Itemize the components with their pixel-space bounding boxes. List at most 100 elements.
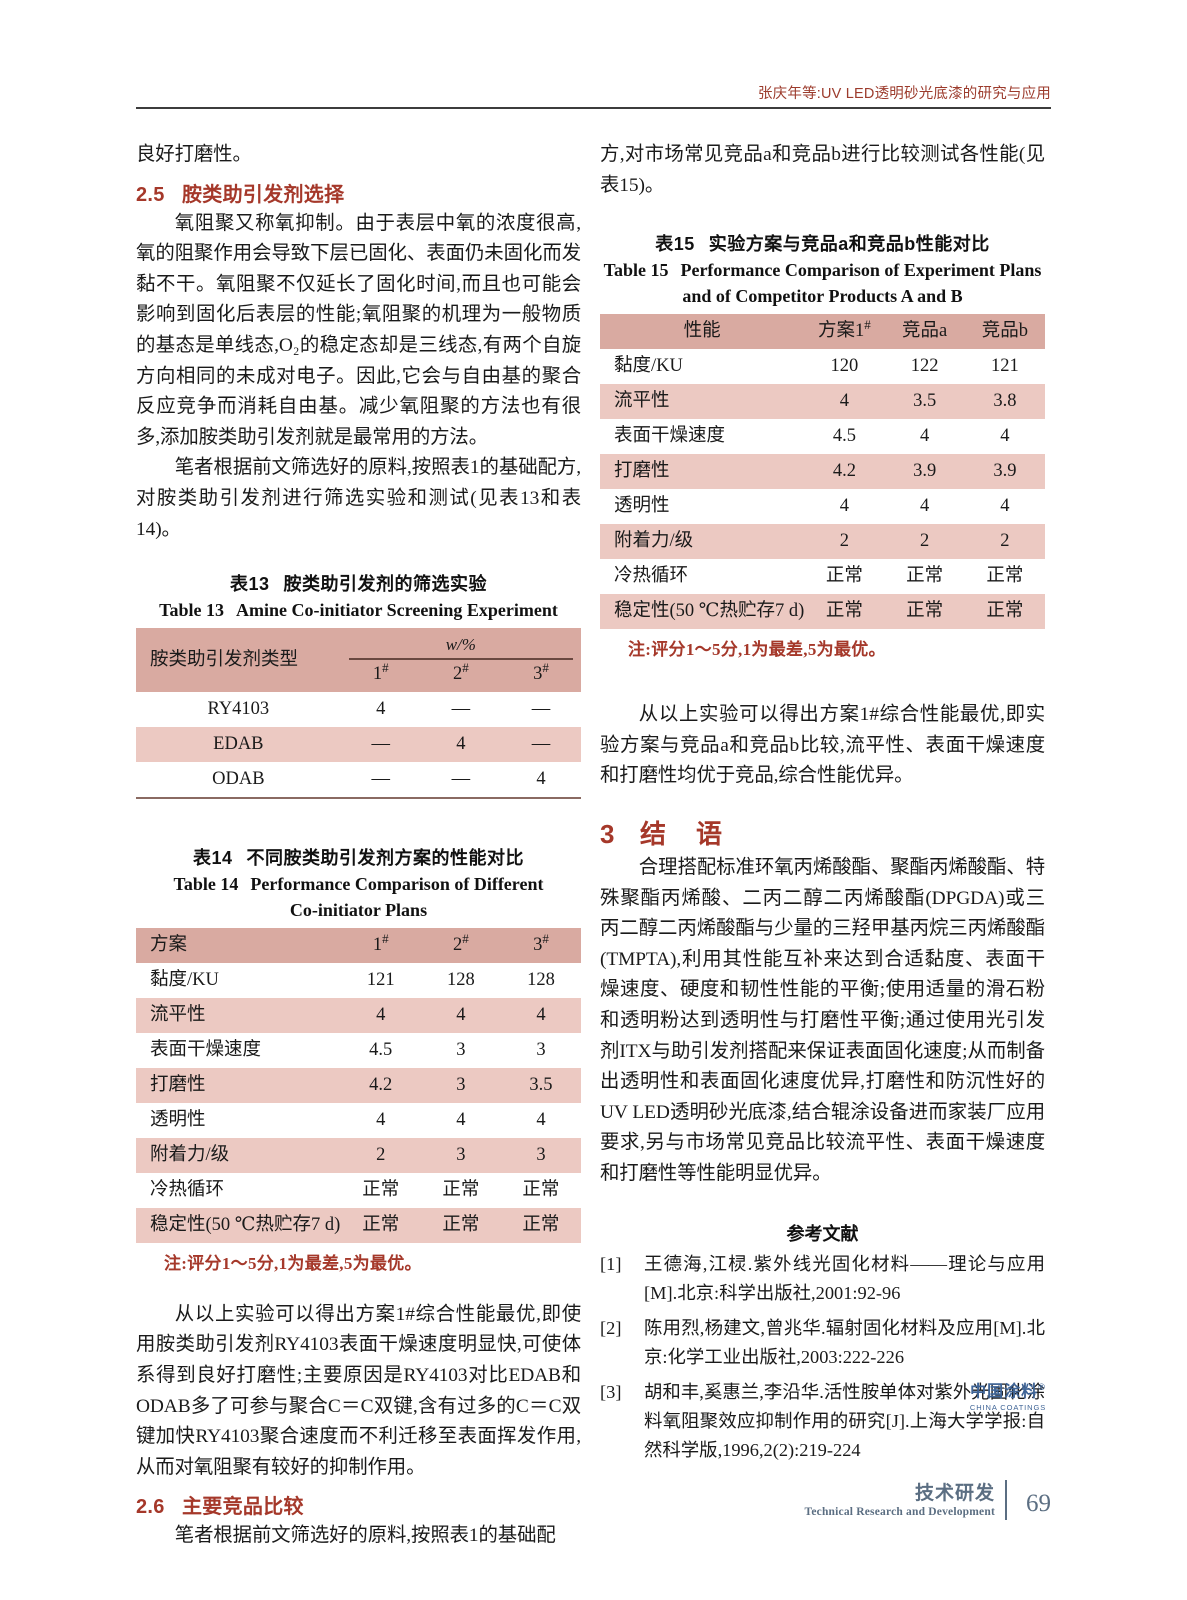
table-14-cell-value: 4 [536, 1109, 546, 1130]
table-14-cell-value: 128 [527, 969, 555, 990]
table-13-cell-value: 4 [420, 727, 501, 763]
table-15-cell-value: 正常 [804, 594, 885, 630]
table-row: 表面干燥速度 4.5 4 4 [600, 419, 1045, 454]
table-14-cell-value: 正常 [442, 1179, 480, 1200]
table-row: 流平性 4 4 4 [136, 997, 581, 1033]
table-15-cell-label: 冷热循环 [614, 566, 689, 587]
table-13-block: 表13 胺类助引发剂的筛选实验 Table 13 Amine Co-initiato… [136, 571, 581, 799]
table-14-caption-en-lead: Table 14 [173, 873, 239, 894]
right-column: 方,对市场常见竞品a和竞品b进行比较测试各性能(见表15)。 表15 实验方案与竞… [600, 140, 1045, 1471]
table-15-caption-en-line1: Table 15 Performance Comparison of Experi… [600, 257, 1045, 283]
table-13-subheader-1: 1# [340, 660, 421, 693]
table-14-header-row: 方案 1# 2# 3# [136, 927, 581, 963]
paragraph-2-5-3: 从以上实验可以得出方案1#综合性能最优,即使用胺类助引发剂RY4103表面干燥速… [136, 1303, 581, 1478]
table-15-cell-label: 透明性 [614, 496, 670, 517]
section-title: 主要竞品比较 [182, 1496, 304, 1519]
table-14-cell-value: 4 [376, 1109, 386, 1130]
list-item: [3] 胡和丰,奚惠兰,李沿华.活性胺单体对紫外光固化涂料氧阻聚效应抑制作用的研究… [600, 1378, 1045, 1465]
table-row: 冷热循环 正常 正常 正常 [600, 559, 1045, 594]
table-15-cell-value: 4 [804, 384, 885, 420]
table-15: 性能 方案1# 竞品a 竞品b 黏度/KU 120 122 121 流平性 4 [600, 314, 1045, 630]
reference-text: 胡和丰,奚惠兰,李沿华.活性胺单体对紫外光固化涂料氧阻聚效应抑制作用的研究[J]… [644, 1381, 1045, 1460]
table-14-cell-label: 表面干燥速度 [150, 1039, 262, 1060]
table-13-cell-value: — [451, 769, 471, 790]
table-14-cell-value: 4.5 [369, 1039, 393, 1060]
table-13-caption-en-text: Amine Co-initiator Screening Experiment [236, 600, 558, 621]
table-15-cell-value: 3.9 [964, 454, 1045, 490]
table-15-cell-label: 黏度/KU [614, 356, 683, 377]
table-row: 透明性 4 4 4 [600, 489, 1045, 524]
paragraph-conclusion: 合理搭配标准环氧丙烯酸酯、聚酯丙烯酸酯、特殊聚酯丙烯酸、二丙二醇二丙烯酸酯(DP… [600, 856, 1045, 1184]
table-15-header-col-2: 竞品a [884, 314, 965, 350]
table-14-cell-label: 打磨性 [136, 1067, 341, 1103]
table-13-cell-value: — [340, 727, 421, 763]
table-13-bottom-rule [136, 797, 581, 799]
table-15-cell-label: 附着力/级 [600, 524, 805, 560]
table-13-subheader-2: 2# [420, 660, 501, 693]
table-14-caption-cn-text: 不同胺类助引发剂方案的性能对比 [246, 847, 525, 868]
section-title: 结 语 [640, 818, 725, 849]
table-13-caption-cn-text: 胺类助引发剂的筛选实验 [283, 574, 488, 595]
table-14-cell-value: 2 [340, 1137, 421, 1173]
table-14-caption-cn: 表14 不同胺类助引发剂方案的性能对比 [136, 845, 581, 871]
table-13-cell-value: 4 [376, 699, 386, 720]
table-15-header-label: 性能 [600, 314, 805, 350]
table-15-cell-value: 2 [884, 524, 965, 560]
table-14-block: 表14 不同胺类助引发剂方案的性能对比 Table 14 Performance C… [136, 845, 581, 1274]
table-14-cell-label: 透明性 [150, 1109, 206, 1130]
section-title: 胺类助引发剂选择 [182, 183, 345, 206]
table-14-header-col-2: 2# [420, 927, 501, 963]
table-15-caption-cn-text: 实验方案与竞品a和竞品b性能对比 [708, 234, 990, 255]
table-row: 黏度/KU 120 122 121 [600, 349, 1045, 384]
reference-text: 王德海,江棂.紫外线光固化材料——理论与应用[M].北京:科学出版社,2001:… [644, 1253, 1045, 1303]
table-14-cell-value: 3 [456, 1039, 466, 1060]
table-13-cell-label: ODAB [212, 769, 265, 790]
table-14-cell-label: 稳定性(50 ℃热贮存7 d) [136, 1207, 341, 1243]
table-15-caption-cn-lead: 表15 [655, 234, 695, 255]
table-13-header-sub: 1# 2# 3# [136, 660, 581, 693]
paragraph-2-5-1: 氧阻聚又称氧抑制。由于表层中氧的浓度很高,氧的阻聚作用会导致下层已固化、表面仍未… [136, 212, 581, 448]
table-15-cell-value: 正常 [884, 594, 965, 630]
table-15-cell-value: 120 [830, 356, 859, 377]
table-13-cell-value: — [531, 699, 551, 720]
table-14-cell-label: 附着力/级 [136, 1137, 341, 1173]
table-15-cell-value: 4 [839, 496, 850, 517]
table-row: 冷热循环 正常 正常 正常 [136, 1173, 581, 1208]
paragraph-2-6-1: 笔者根据前文筛选好的原料,按照表1的基础配 [174, 1525, 556, 1547]
table-14-cell-value: 4 [420, 997, 501, 1033]
table-15-caption-en-line2: and of Competitor Products A and B [682, 286, 963, 307]
table-row: 打磨性 4.2 3 3.5 [136, 1067, 581, 1103]
table-13-cell-value: — [451, 699, 471, 720]
table-15-cell-value: 4 [1000, 496, 1010, 517]
references-list: [1] 王德海,江棂.紫外线光固化材料——理论与应用[M].北京:科学出版社,20… [600, 1250, 1045, 1465]
references-heading: 参考文献 [786, 1223, 859, 1244]
page-footer: 技术研发 Technical Research and Development … [700, 1478, 1051, 1530]
reference-tag: [3] [600, 1381, 622, 1402]
table-14-cell-label: 冷热循环 [150, 1179, 225, 1200]
section-heading-2-5: 2.5 胺类助引发剂选择 [136, 178, 581, 207]
reference-tag: [1] [600, 1253, 622, 1274]
table-14-cell-value: 正常 [340, 1207, 421, 1243]
table-row: 透明性 4 4 4 [136, 1103, 581, 1138]
section-number: 3 [600, 818, 615, 849]
section-number: 2.6 [136, 1496, 165, 1519]
table-15-cell-value: 121 [991, 356, 1019, 377]
table-14-cell-value: 4.2 [340, 1067, 421, 1103]
table-14-cell-value: 正常 [522, 1179, 560, 1200]
table-14-header-col-3: 3# [500, 927, 581, 963]
table-14-cell-value: 3 [420, 1067, 501, 1103]
table-row: ODAB — — 4 [136, 762, 581, 797]
table-13-cell-value: — [500, 727, 581, 763]
table-15-cell-value: 3.5 [884, 384, 965, 420]
table-15-caption-en-text1: Performance Comparison of Experiment Pla… [680, 260, 1042, 281]
table-row: 附着力/级 2 2 2 [600, 524, 1045, 560]
table-15-cell-value: 正常 [986, 566, 1024, 587]
table-14-cell-value: 3 [420, 1137, 501, 1173]
table-15-cell-value: 4 [1000, 426, 1010, 447]
running-head-rule [136, 107, 1051, 109]
table-row: 表面干燥速度 4.5 3 3 [136, 1033, 581, 1068]
table-row: 附着力/级 2 3 3 [136, 1137, 581, 1173]
table-13-cell-value: — [371, 769, 390, 790]
table-14-cell-value: 正常 [500, 1207, 581, 1243]
table-15-cell-label: 表面干燥速度 [614, 426, 726, 447]
